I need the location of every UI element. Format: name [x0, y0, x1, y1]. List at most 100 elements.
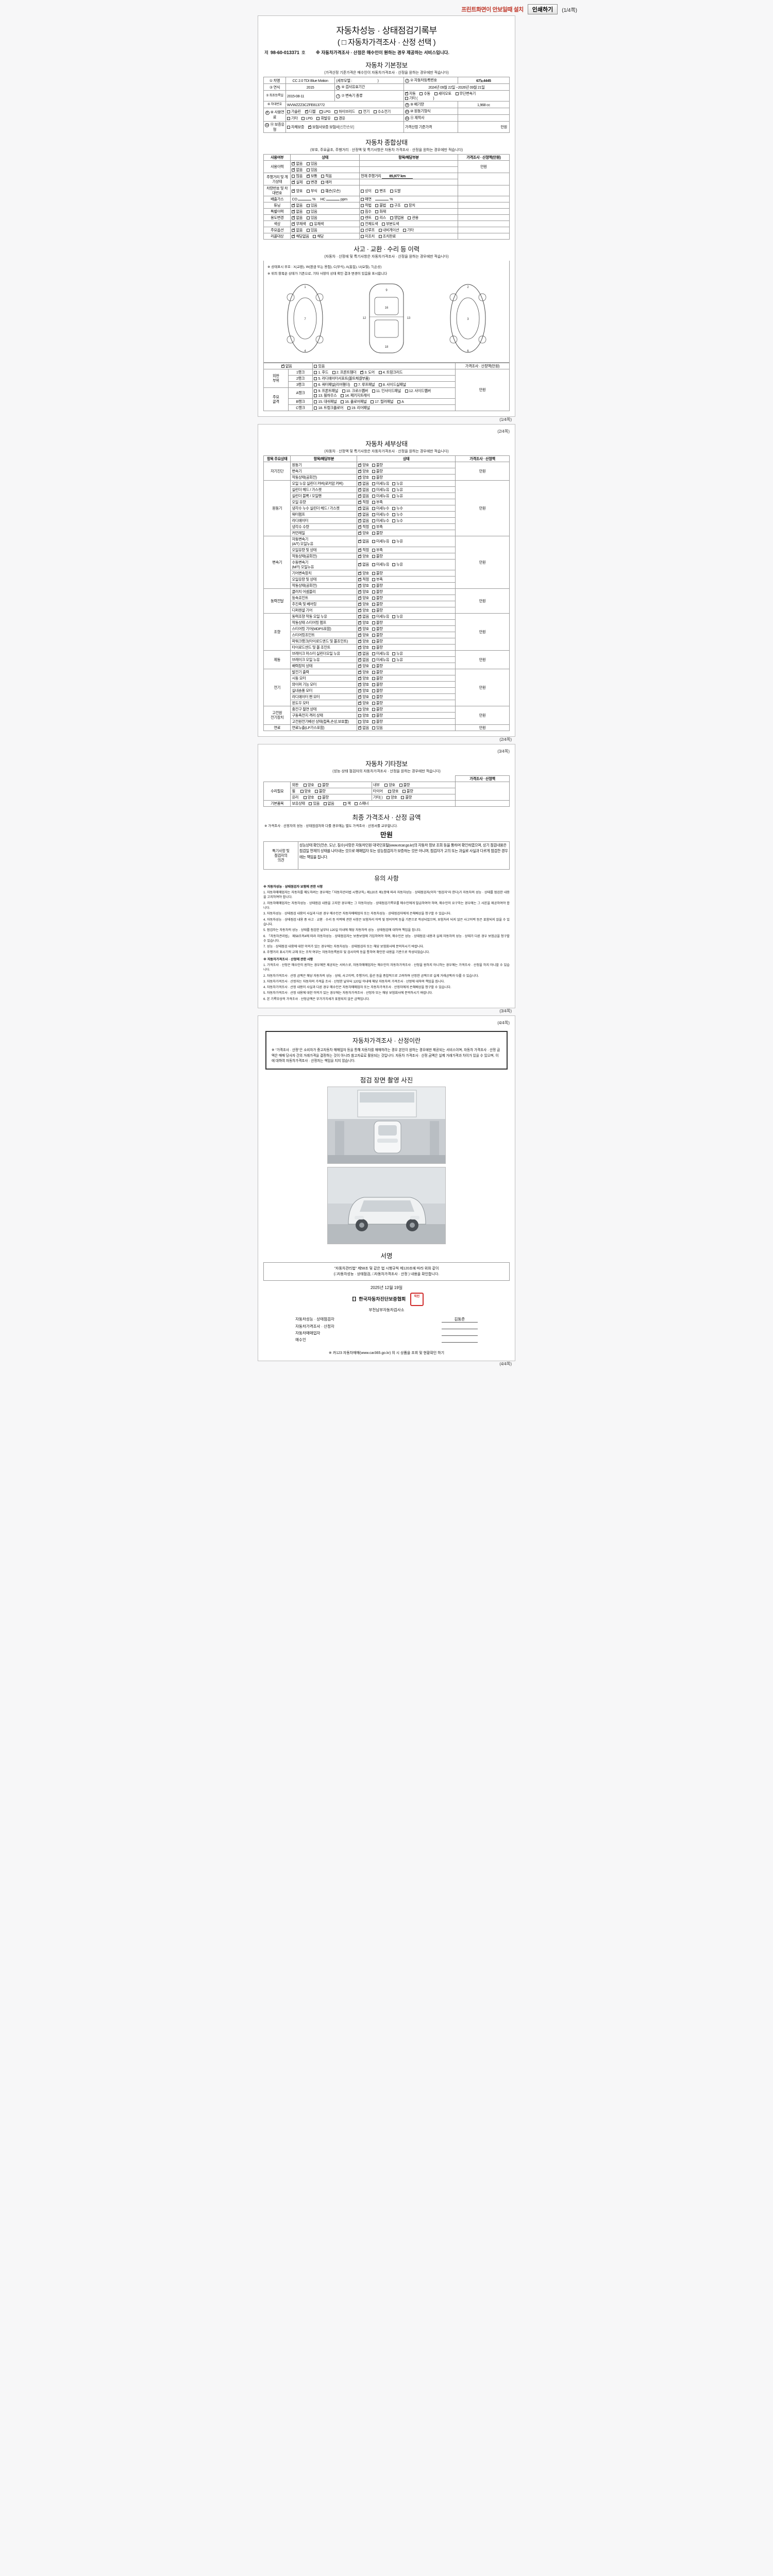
- checkbox-미세누유[interactable]: [372, 615, 375, 618]
- checkbox-navigation[interactable]: [378, 229, 382, 232]
- checkbox-recall-na[interactable]: [292, 234, 295, 238]
- checkbox-inner-ok[interactable]: [384, 783, 388, 787]
- checkbox-smoke[interactable]: [361, 198, 364, 201]
- checkbox-tuning-illegal[interactable]: [375, 204, 379, 207]
- checkbox-trans-other[interactable]: [405, 97, 408, 100]
- checkbox-meter-changed[interactable]: [306, 181, 310, 184]
- checkbox-pillar-panel[interactable]: [371, 400, 374, 403]
- signature-name[interactable]: [441, 1330, 478, 1336]
- checkbox-color-chromatic[interactable]: [310, 223, 313, 226]
- checkbox-없음[interactable]: [358, 725, 362, 730]
- checkbox-불량[interactable]: [372, 707, 375, 711]
- checkbox-양호[interactable]: [358, 463, 362, 467]
- checkbox-없음[interactable]: [358, 614, 362, 618]
- checkbox-불량[interactable]: [372, 633, 375, 637]
- checkbox-usechange-none[interactable]: [292, 215, 295, 219]
- checkbox-불량[interactable]: [372, 676, 375, 680]
- checkbox-options-etc[interactable]: [402, 229, 406, 232]
- checkbox-vin-erased[interactable]: [390, 189, 393, 193]
- checkbox-불량[interactable]: [372, 701, 375, 705]
- checkbox-양호[interactable]: [358, 639, 362, 643]
- checkbox-tuning-device[interactable]: [405, 204, 408, 207]
- checkbox-없음[interactable]: [358, 487, 362, 492]
- checkbox-recall-pending[interactable]: [361, 235, 364, 238]
- checkbox-불량[interactable]: [372, 469, 375, 473]
- checkbox-없음[interactable]: [358, 539, 362, 544]
- checkbox-trunk-lid[interactable]: [378, 370, 382, 374]
- checkbox-package-tray[interactable]: [341, 394, 344, 397]
- checkbox-적정[interactable]: [358, 500, 362, 504]
- checkbox-없음[interactable]: [358, 657, 362, 662]
- checkbox-color-achromatic[interactable]: [292, 222, 295, 226]
- checkbox-etc-bad[interactable]: [401, 795, 405, 799]
- checkbox-vin-forged[interactable]: [375, 189, 379, 193]
- checkbox-usage-none[interactable]: [292, 161, 295, 165]
- checkbox-fuel2-lpg[interactable]: [301, 116, 305, 120]
- checkbox-누수[interactable]: [392, 506, 396, 510]
- checkbox-warranty-insurer[interactable]: [308, 125, 311, 129]
- checkbox-미세누유[interactable]: [372, 488, 375, 492]
- checkbox-radiator-support[interactable]: [314, 377, 317, 380]
- checkbox-적정[interactable]: [358, 524, 362, 529]
- checkbox-full-repaint[interactable]: [361, 223, 364, 226]
- checkbox-quarter-panel[interactable]: [314, 383, 317, 386]
- checkbox-양호[interactable]: [358, 531, 362, 535]
- checkbox-누유[interactable]: [392, 563, 396, 567]
- checkbox-양호[interactable]: [358, 694, 362, 699]
- checkbox-양호[interactable]: [358, 701, 362, 705]
- checkbox-special-fire[interactable]: [375, 210, 379, 213]
- checkbox-양호[interactable]: [358, 626, 362, 631]
- checkbox-없음[interactable]: [358, 518, 362, 522]
- checkbox-meter-error[interactable]: [321, 181, 325, 184]
- checkbox-options-yes[interactable]: [306, 229, 310, 232]
- checkbox-누유[interactable]: [392, 482, 396, 485]
- checkbox-미세누유[interactable]: [372, 658, 375, 662]
- checkbox-vin-diff[interactable]: [361, 189, 364, 193]
- checkbox-pillar-a[interactable]: [397, 400, 400, 403]
- checkbox-cross-member[interactable]: [342, 389, 345, 393]
- checkbox-미세누유[interactable]: [372, 540, 375, 544]
- checkbox-item-none[interactable]: [323, 802, 327, 805]
- checkbox-누유[interactable]: [392, 652, 396, 655]
- checkbox-없음[interactable]: [358, 481, 362, 485]
- checkbox-fuel-h2[interactable]: [373, 110, 377, 113]
- checkbox-tuning-yes[interactable]: [306, 204, 310, 207]
- checkbox-누유[interactable]: [392, 615, 396, 618]
- checkbox-양호[interactable]: [358, 469, 362, 473]
- checkbox-hood[interactable]: [314, 370, 317, 374]
- checkbox-양호[interactable]: [358, 645, 362, 649]
- checkbox-불량[interactable]: [372, 596, 375, 600]
- checkbox-양호[interactable]: [358, 554, 362, 558]
- checkbox-front-panel[interactable]: [314, 389, 317, 393]
- checkbox-outer-bad[interactable]: [318, 783, 322, 787]
- checkbox-roof-panel[interactable]: [354, 383, 357, 386]
- checkbox-양호[interactable]: [358, 714, 362, 717]
- checkbox-glass-ok[interactable]: [303, 795, 307, 799]
- checkbox-vin-ok[interactable]: [292, 189, 295, 193]
- checkbox-미세누유[interactable]: [372, 482, 375, 485]
- checkbox-fuel2-gas[interactable]: [316, 116, 320, 120]
- checkbox-tuning-legal[interactable]: [361, 204, 364, 207]
- checkbox-accident-none[interactable]: [281, 364, 284, 368]
- checkbox-mileage-few[interactable]: [321, 175, 325, 178]
- checkbox-불량[interactable]: [372, 646, 375, 649]
- checkbox-usage-yes[interactable]: [306, 162, 310, 165]
- checkbox-불량[interactable]: [372, 683, 375, 686]
- checkbox-trans-manual[interactable]: [419, 92, 423, 95]
- checkbox-불량[interactable]: [372, 664, 375, 668]
- checkbox-accident-exist[interactable]: [314, 364, 317, 368]
- checkbox-불량[interactable]: [372, 571, 375, 575]
- checkbox-fuel-etc[interactable]: [287, 116, 290, 120]
- checkbox-양호[interactable]: [358, 676, 362, 680]
- checkbox-불량[interactable]: [372, 695, 375, 699]
- checkbox-side-sill-panel[interactable]: [378, 383, 382, 386]
- checkbox-불량[interactable]: [372, 689, 375, 692]
- checkbox-양호[interactable]: [358, 707, 362, 711]
- checkbox-부족[interactable]: [372, 525, 375, 529]
- checkbox-불량[interactable]: [372, 554, 375, 558]
- checkbox-warranty-self[interactable]: [287, 126, 290, 129]
- checkbox-불량[interactable]: [372, 590, 375, 594]
- checkbox-미세누수[interactable]: [372, 513, 375, 516]
- checkbox-부족[interactable]: [372, 578, 375, 581]
- checkbox-partial-repaint[interactable]: [381, 223, 385, 226]
